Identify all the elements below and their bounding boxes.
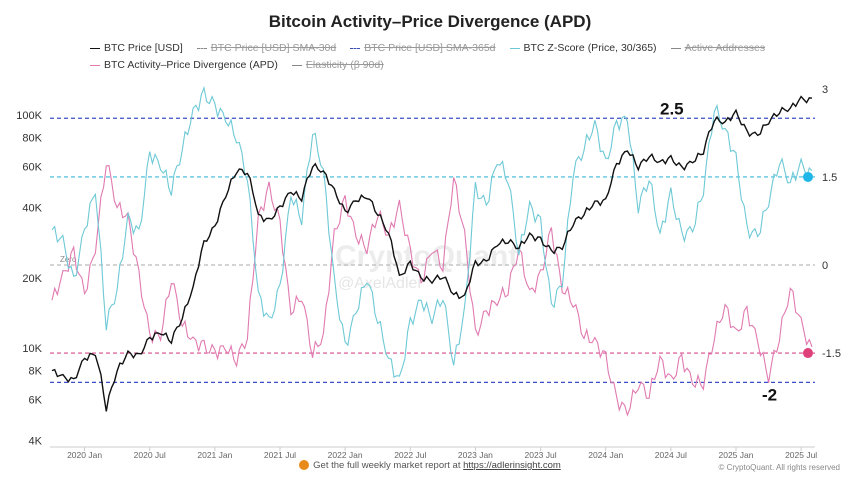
- right-tick-label: 3: [822, 84, 828, 96]
- right-tick-label: 0: [822, 260, 828, 272]
- left-tick-label: 20K: [22, 273, 42, 285]
- left-tick-label: 40K: [22, 203, 42, 215]
- left-tick-label: 60K: [22, 162, 42, 174]
- coin-icon: [299, 460, 310, 471]
- left-tick-label: 10K: [22, 343, 42, 355]
- x-tick-label: 2023 Jan: [458, 450, 493, 460]
- legend-swatch: [670, 47, 681, 49]
- legend-swatch: [90, 47, 100, 49]
- copyright: © CryptoQuant. All rights reserved: [718, 463, 841, 472]
- legend-label: BTC Z-Score (Price, 30/365): [523, 42, 657, 54]
- series-line: [51, 85, 813, 378]
- left-tick-label: 100K: [16, 110, 42, 122]
- legend-swatch: [291, 64, 302, 66]
- left-tick-label: 80K: [22, 133, 42, 145]
- legend-item[interactable]: BTC Z-Score (Price, 30/365): [509, 40, 657, 57]
- left-tick-label: 8K: [29, 366, 43, 378]
- x-tick-label: 2022 Jul: [394, 450, 426, 460]
- report-link[interactable]: https://adlerinsight.com: [463, 460, 561, 471]
- watermark-handle: @AxelAdler: [338, 275, 423, 292]
- legend-item[interactable]: BTC Price [USD] SMA-365d: [350, 40, 496, 57]
- series-line: [51, 95, 813, 412]
- legend-swatch: [90, 64, 100, 66]
- watermark: CryptoQuant: [335, 240, 519, 273]
- end-marker: [803, 171, 813, 182]
- reference-label: 2.5: [660, 99, 684, 118]
- x-tick-label: 2023 Jul: [525, 450, 557, 460]
- legend-item[interactable]: BTC Price [USD]: [90, 40, 183, 57]
- legend-label: Elasticity (β 90d): [305, 59, 384, 71]
- x-tick-label: 2024 Jan: [588, 450, 623, 460]
- series-line: [51, 164, 813, 417]
- left-tick-label: 4K: [29, 436, 43, 448]
- footer: Get the full weekly market report at htt…: [0, 460, 860, 471]
- left-tick-label: 6K: [29, 395, 43, 407]
- x-tick-label: 2021 Jan: [197, 450, 232, 460]
- chart-title: Bitcoin Activity–Price Divergence (APD): [268, 12, 592, 31]
- legend-label: BTC Price [USD] SMA-30d: [210, 42, 337, 54]
- legend-label: BTC Price [USD] SMA-365d: [364, 42, 496, 54]
- right-tick-label: -1.5: [822, 348, 841, 360]
- reference-label: -2: [762, 385, 777, 404]
- legend: BTC Price [USD] BTC Price [USD] SMA-30d BT…: [90, 40, 810, 74]
- x-tick-label: 2020 Jan: [67, 450, 102, 460]
- legend-item[interactable]: BTC Price [USD] SMA-30d: [196, 40, 337, 57]
- x-tick-label: 2021 Jul: [264, 450, 296, 460]
- x-tick-label: 2024 Jul: [655, 450, 687, 460]
- legend-item[interactable]: BTC Activity–Price Divergence (APD): [90, 57, 278, 74]
- end-marker: [803, 348, 813, 359]
- legend-swatch: [509, 47, 520, 49]
- x-tick-label: 2020 Jul: [134, 450, 166, 460]
- x-tick-label: 2022 Jan: [328, 450, 363, 460]
- footer-text: Get the full weekly market report at: [313, 460, 464, 471]
- legend-swatch: [350, 47, 361, 49]
- x-tick-label: 2025 Jan: [719, 450, 754, 460]
- zero-label: Zero: [60, 255, 77, 264]
- legend-label: BTC Price [USD]: [104, 42, 183, 54]
- right-tick-label: 1.5: [822, 172, 837, 184]
- x-tick-label: 2025 Jul: [785, 450, 817, 460]
- legend-item[interactable]: Elasticity (β 90d): [291, 57, 384, 74]
- legend-label: BTC Activity–Price Divergence (APD): [104, 59, 278, 71]
- legend-label: Active Addresses: [684, 42, 766, 54]
- legend-swatch: [196, 47, 207, 49]
- legend-item[interactable]: Active Addresses: [670, 40, 766, 57]
